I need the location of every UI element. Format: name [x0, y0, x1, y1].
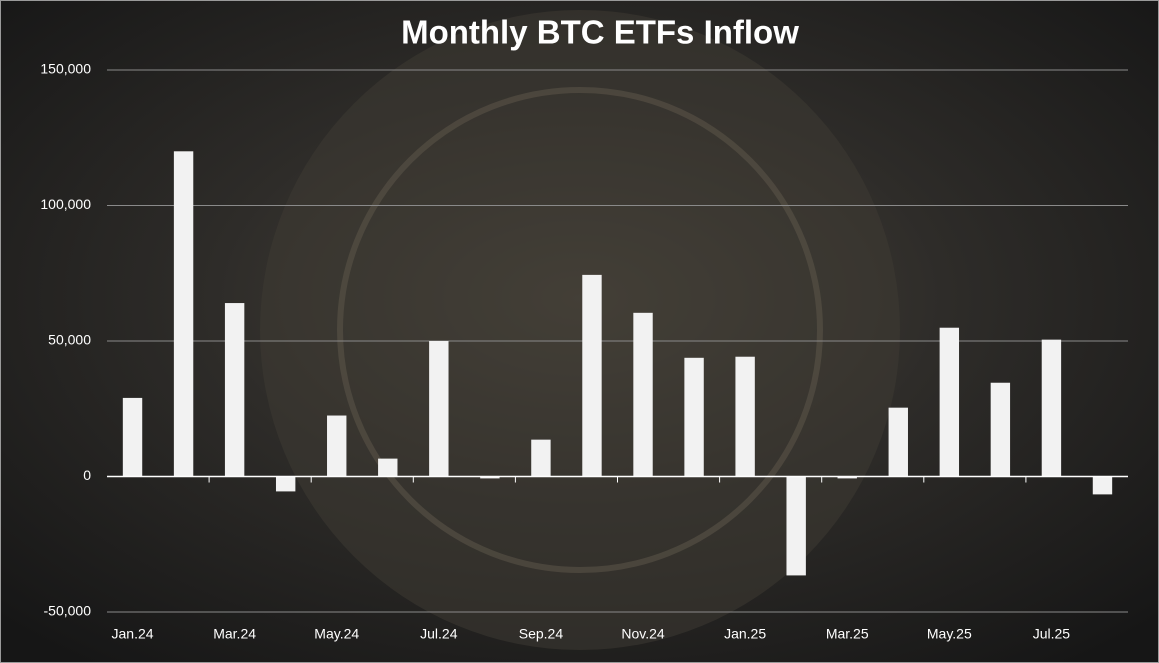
bar [1041, 339, 1062, 477]
x-tick-label: Jul.24 [420, 626, 458, 642]
x-tick-label: Nov.24 [621, 626, 665, 642]
bar [735, 356, 755, 477]
x-tick-label: May.24 [314, 626, 359, 642]
y-tick-label: 50,000 [48, 332, 91, 348]
bar [837, 476, 857, 479]
y-tick-label: 0 [83, 467, 91, 483]
coin-ring [337, 87, 823, 573]
x-tick-label: Jan.24 [112, 626, 154, 642]
y-tick-label: 100,000 [40, 196, 91, 212]
x-tick-label: Jul.25 [1033, 626, 1071, 642]
bar [275, 476, 296, 492]
x-tick-label: Mar.24 [213, 626, 256, 642]
x-tick-label: Sep.24 [519, 626, 564, 642]
bar [378, 458, 398, 477]
bar [939, 327, 960, 477]
bar [684, 357, 704, 477]
chart-title: Monthly BTC ETFs Inflow [401, 14, 799, 51]
bar [1092, 476, 1113, 495]
y-tick-label: -50,000 [44, 603, 92, 619]
bar [786, 476, 806, 576]
x-tick-label: May.25 [927, 626, 972, 642]
bar [888, 407, 908, 477]
bar [531, 439, 551, 477]
bar [173, 151, 194, 477]
bar [327, 415, 347, 477]
bar [990, 382, 1011, 477]
bar [429, 341, 449, 477]
bar [122, 397, 143, 477]
bar [633, 312, 653, 477]
coin-decoration [260, 10, 900, 650]
bar [224, 303, 245, 477]
x-tick-label: Mar.25 [826, 626, 869, 642]
x-tick-label: Jan.25 [724, 626, 766, 642]
bar [582, 274, 602, 477]
y-tick-label: 150,000 [40, 61, 91, 77]
bar [480, 476, 500, 479]
